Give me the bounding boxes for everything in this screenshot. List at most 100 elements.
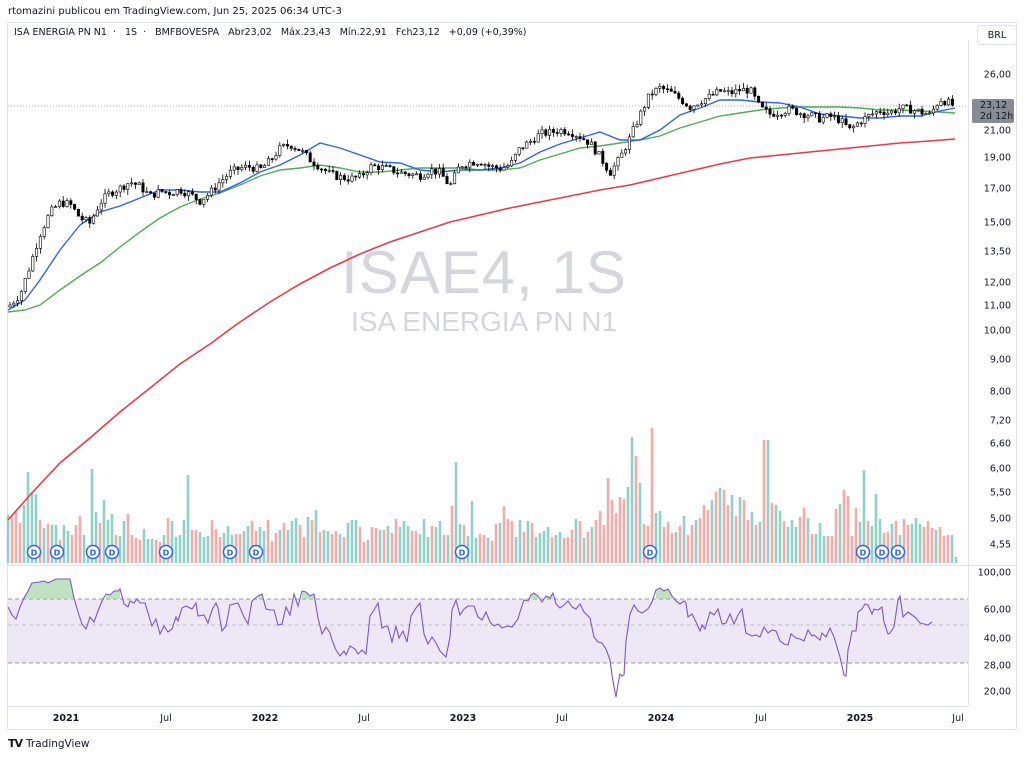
candle-body — [335, 171, 339, 180]
price-axis-label: 17,00 — [983, 183, 1011, 195]
volume-bar — [246, 526, 250, 563]
candle-body — [840, 118, 844, 124]
candle-body — [80, 215, 84, 221]
candle-body — [494, 165, 498, 169]
volume-bar — [702, 505, 706, 563]
candle-body — [912, 110, 916, 114]
candle-body — [232, 166, 236, 171]
volume-bar — [226, 526, 230, 563]
volume-bar — [98, 523, 102, 563]
candle-body — [183, 192, 187, 197]
candle-body — [251, 167, 255, 172]
volume-bar — [690, 525, 694, 563]
volume-bar — [410, 531, 414, 563]
time-axis[interactable]: 2021 Jul 2022 Jul 2023 Jul 2024 Jul 2025 Jul — [8, 706, 968, 731]
volume-bar — [282, 523, 286, 563]
candle-body — [665, 88, 669, 91]
volume-bar — [682, 516, 686, 563]
candle-body — [882, 111, 886, 115]
candle-body — [54, 206, 58, 208]
volume-bar — [66, 531, 70, 563]
candle-body — [19, 291, 23, 302]
volume-bar — [482, 535, 486, 563]
candle-body — [456, 166, 460, 174]
time-axis-label: Jul — [755, 713, 767, 724]
volume-bar — [574, 519, 578, 563]
volume-bar — [302, 537, 306, 563]
candle-body — [61, 200, 65, 207]
volume-bar — [590, 527, 594, 563]
volume-bar — [562, 538, 566, 563]
pane-separator[interactable] — [8, 565, 1016, 566]
volume-bar — [782, 521, 786, 563]
candle-body — [263, 165, 267, 168]
volume-bar — [122, 521, 126, 563]
volume-bar — [790, 520, 794, 563]
candle-body — [168, 191, 172, 196]
price-axis-label: 15,00 — [983, 217, 1011, 229]
volume-bar — [118, 536, 122, 563]
volume-bar — [150, 539, 154, 563]
candle-body — [377, 165, 381, 170]
volume-bar — [926, 521, 930, 563]
volume-bar — [126, 514, 130, 563]
volume-bar — [710, 500, 714, 563]
volume-bar — [894, 521, 898, 563]
dividend-marker-label: D — [647, 549, 654, 558]
volume-bar — [334, 531, 338, 563]
volume-bar — [6, 515, 10, 563]
volume-bar — [586, 532, 590, 563]
volume-bar — [298, 525, 302, 563]
candle-body — [156, 189, 160, 198]
price-axis-label: 26,00 — [983, 69, 1011, 81]
candle-body — [529, 140, 533, 143]
candle-body — [274, 155, 278, 160]
candle-body — [711, 93, 715, 96]
volume-bar — [726, 505, 730, 563]
candle-body — [513, 153, 517, 161]
dividend-marker-label: D — [54, 549, 61, 558]
candle-body — [631, 126, 635, 138]
candle-body — [943, 100, 947, 106]
candle-body — [635, 124, 639, 127]
candle-body — [681, 97, 685, 105]
volume-bar — [930, 528, 934, 563]
volume-bar — [594, 520, 598, 563]
volume-bar — [14, 512, 18, 563]
currency-button[interactable]: BRL — [977, 25, 1017, 45]
dividend-marker-icon — [248, 544, 264, 560]
volume-bar — [366, 540, 370, 563]
volume-bar — [202, 537, 206, 563]
candle-body — [361, 173, 365, 176]
volume-bar — [358, 527, 362, 563]
volume-bar — [742, 500, 746, 563]
candle-body — [772, 113, 776, 117]
candle-body — [517, 147, 521, 155]
volume-bar — [418, 534, 422, 563]
legend-symbol-name[interactable]: ISA ENERGIA PN N1 — [14, 27, 107, 38]
candle-body — [396, 172, 400, 175]
candle-body — [289, 145, 293, 149]
volume-bar — [178, 535, 182, 563]
candle-body — [164, 191, 168, 193]
candle-body — [259, 164, 263, 168]
candle-body — [605, 163, 609, 171]
price-axis[interactable]: 26,00 21,00 19,00 17,00 15,00 13,50 12,00 11,00… — [968, 40, 1017, 706]
candle-body — [570, 134, 574, 137]
volume-bar — [278, 530, 282, 563]
volume-bar — [62, 525, 66, 563]
candle-body — [719, 89, 723, 92]
candle-body — [31, 256, 35, 272]
candle-body — [715, 89, 719, 96]
dividend-marker-icon — [222, 544, 238, 560]
dividend-marker-label: D — [109, 549, 116, 558]
candle-body — [802, 113, 806, 119]
candle-body — [848, 124, 852, 129]
candle-body — [145, 191, 149, 193]
dividend-marker-label: D — [879, 549, 886, 558]
candle-body — [434, 168, 438, 175]
volume-bar — [802, 508, 806, 563]
candle-body — [472, 161, 476, 166]
candle-body — [643, 107, 647, 112]
